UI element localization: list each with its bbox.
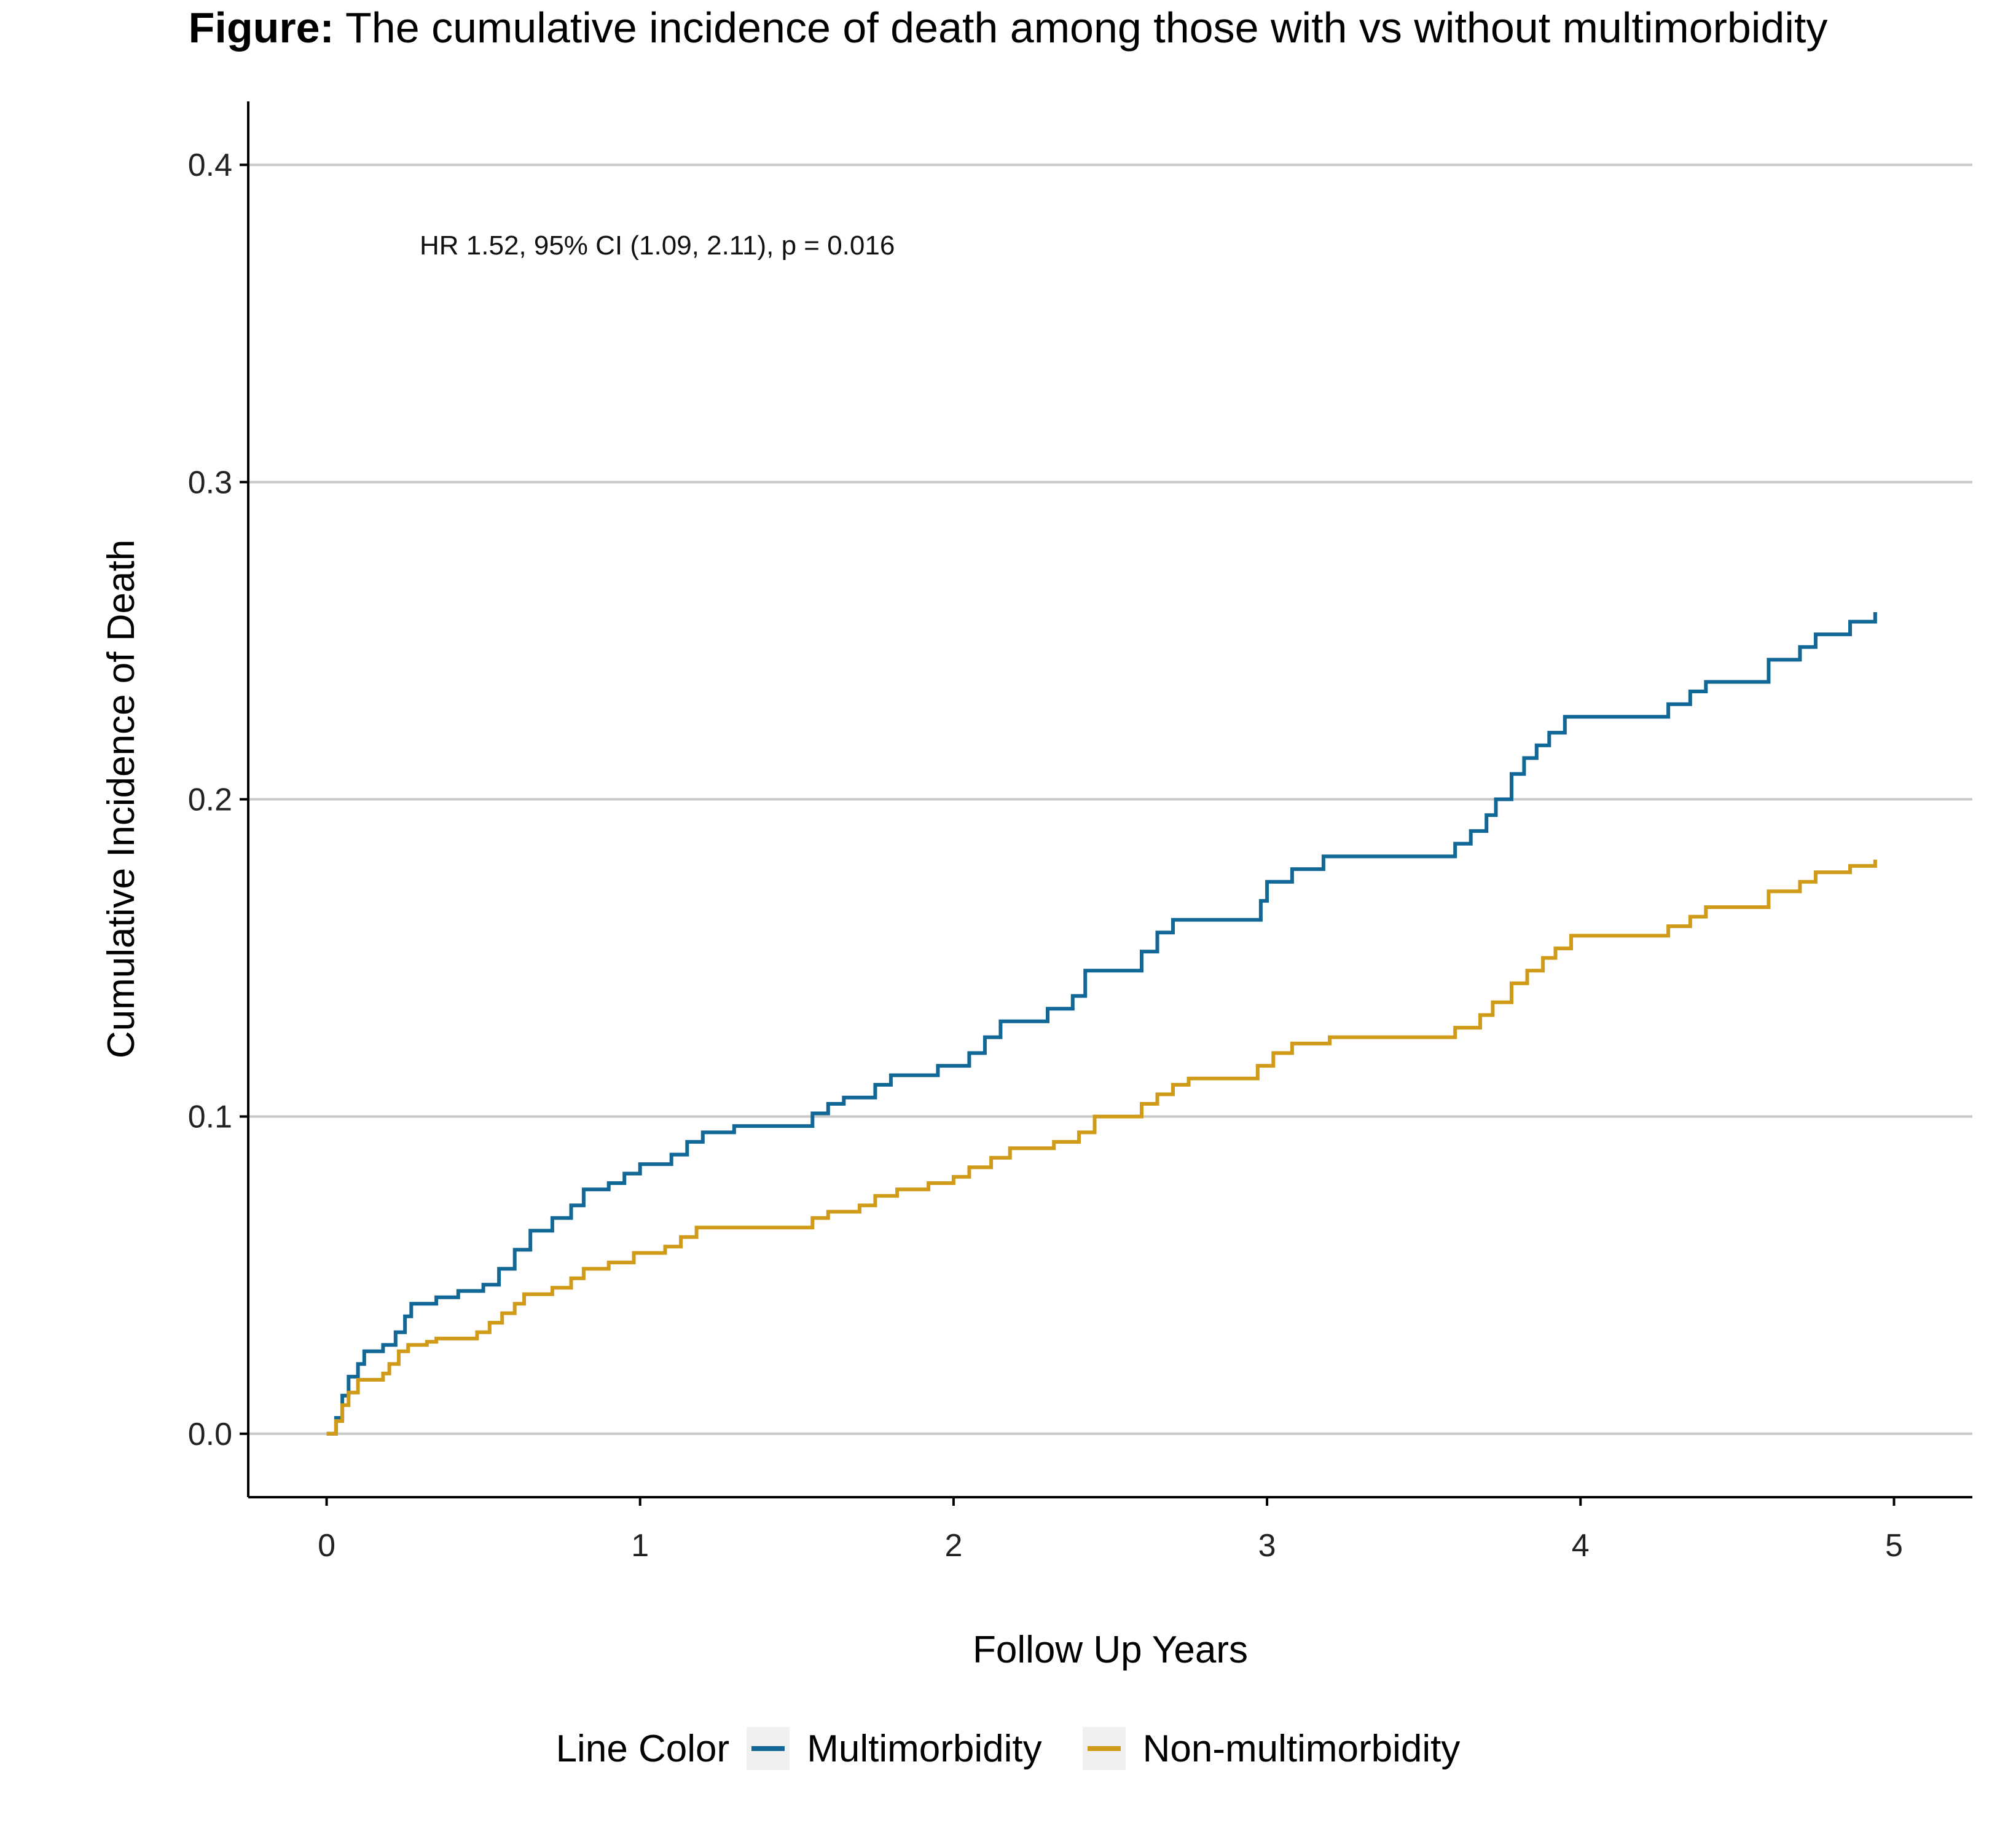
x-tick-label: 0 xyxy=(318,1528,335,1564)
legend-label-non-multimorbidity: Non-multimorbidity xyxy=(1142,1727,1461,1770)
y-tick-label: 0.0 xyxy=(188,1417,232,1452)
x-axis: 0 1 2 3 4 5 xyxy=(248,1496,1972,1564)
y-tick-label: 0.4 xyxy=(188,148,232,183)
legend-key-non-multimorbidity xyxy=(1082,1727,1126,1770)
x-tick-label: 5 xyxy=(1885,1528,1903,1564)
km-chart: 0.0 0.1 0.2 0.3 0.4 0 1 2 3 4 5 HR 1.52, 95% CI (… xyxy=(100,101,1972,1671)
y-tick-label: 0.2 xyxy=(188,782,232,818)
figure-title-prefix: Figure: xyxy=(188,4,334,52)
y-ticks: 0.0 0.1 0.2 0.3 0.4 xyxy=(188,148,248,1452)
figure-title: Figure: The cumulative incidence of deat… xyxy=(0,0,2016,55)
y-axis-title: Cumulative Incidence of Death xyxy=(100,540,143,1058)
x-tick-label: 1 xyxy=(631,1528,649,1564)
legend: Line Color Multimorbidity Non-multimorbi… xyxy=(0,1715,2016,1782)
figure-title-text: The cumulative incidence of death among … xyxy=(345,4,1828,52)
legend-title: Line Color xyxy=(555,1727,730,1770)
x-ticks: 0 1 2 3 4 5 xyxy=(318,1497,1903,1564)
y-tick-label: 0.1 xyxy=(188,1100,232,1135)
series-line-multimorbidity xyxy=(326,612,1877,1436)
gridlines xyxy=(248,163,1972,1435)
y-tick-label: 0.3 xyxy=(188,465,232,500)
y-axis: 0.0 0.1 0.2 0.3 0.4 xyxy=(188,101,249,1497)
x-tick-label: 2 xyxy=(944,1528,962,1564)
hr-annotation: HR 1.52, 95% CI (1.09, 2.11), p = 0.016 xyxy=(420,230,895,261)
x-axis-title: Follow Up Years xyxy=(973,1629,1248,1671)
series-line-non-multimorbidity xyxy=(326,859,1877,1436)
legend-label-multimorbidity: Multimorbidity xyxy=(807,1727,1042,1770)
series-lines xyxy=(326,612,1877,1436)
legend-key-multimorbidity xyxy=(747,1727,790,1770)
x-tick-label: 4 xyxy=(1572,1528,1590,1564)
x-tick-label: 3 xyxy=(1258,1528,1276,1564)
